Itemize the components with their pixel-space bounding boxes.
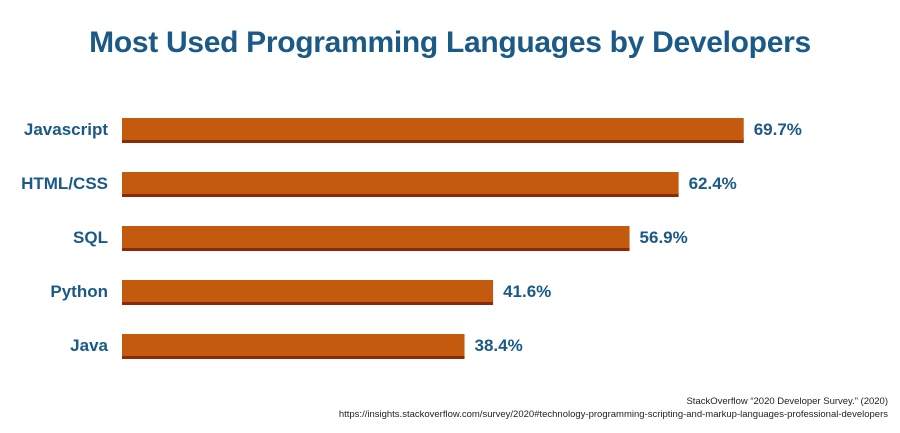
chart-title: Most Used Programming Languages by Devel… [89,26,811,59]
value-label: 69.7% [754,120,802,139]
bar-shadow [122,354,465,359]
bar-shadow [122,300,494,305]
bar [122,280,494,302]
bar [122,118,744,140]
bar-shadow [122,192,679,197]
value-label: 38.4% [475,336,523,355]
bar [122,226,630,248]
source-url: https://insights.stackoverflow.com/surve… [338,409,888,420]
category-label: Python [50,282,108,301]
bar-shadow [122,246,630,251]
category-label: HTML/CSS [21,174,108,193]
category-label: Java [70,336,108,355]
category-label: SQL [73,228,108,247]
bar-shadow [122,138,744,143]
category-label: Javascript [24,120,108,139]
value-label: 62.4% [689,174,737,193]
value-label: 41.6% [503,282,551,301]
bar [122,172,679,194]
bar [122,334,465,356]
value-label: 56.9% [640,228,688,247]
source-citation: StackOverflow “2020 Developer Survey.” (… [686,396,888,407]
